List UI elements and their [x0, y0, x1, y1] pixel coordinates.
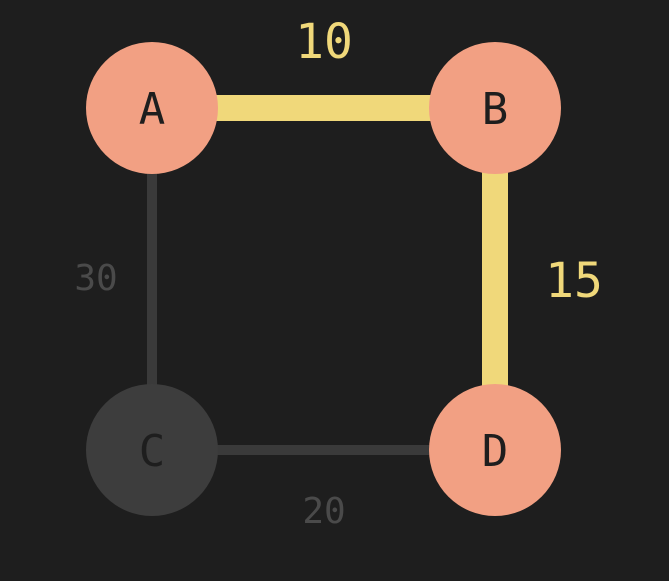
node-d-circle	[429, 384, 561, 516]
edge-label-c-d: 20	[302, 491, 345, 532]
node-a-label: A	[139, 84, 166, 135]
node-b-circle	[429, 42, 561, 174]
node-a: A	[86, 42, 218, 174]
node-d: D	[429, 384, 561, 516]
edge-label-b-d: 15	[545, 253, 603, 309]
edge-label-a-c: 30	[74, 258, 117, 299]
node-c-circle	[86, 384, 218, 516]
node-c: C	[86, 384, 218, 516]
node-d-label: D	[482, 426, 509, 477]
node-a-circle	[86, 42, 218, 174]
node-b: B	[429, 42, 561, 174]
edge-label-a-b: 10	[295, 14, 353, 70]
node-c-label: C	[139, 426, 166, 477]
node-b-label: B	[482, 84, 509, 135]
